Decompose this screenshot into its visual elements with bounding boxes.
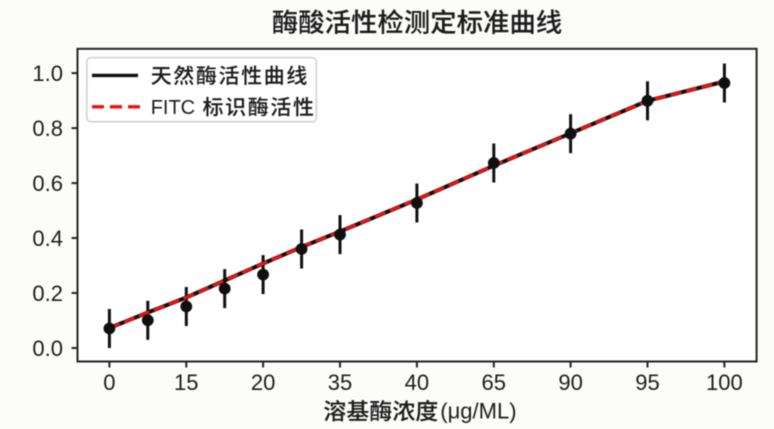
svg-text:0.8: 0.8 (32, 116, 63, 141)
svg-text:0.4: 0.4 (32, 226, 63, 251)
svg-text:20: 20 (251, 370, 275, 395)
svg-text:0.0: 0.0 (32, 336, 63, 361)
svg-text:100: 100 (706, 370, 743, 395)
svg-text:0: 0 (103, 370, 115, 395)
svg-text:0.2: 0.2 (32, 281, 63, 306)
svg-text:40: 40 (405, 370, 429, 395)
svg-text:(μg/ML): (μg/ML) (440, 399, 516, 424)
svg-text:FITC: FITC (151, 97, 195, 119)
svg-text:90: 90 (558, 370, 582, 395)
svg-text:0.6: 0.6 (32, 171, 63, 196)
svg-text:15: 15 (174, 370, 198, 395)
svg-text:1.0: 1.0 (32, 61, 63, 86)
svg-text:95: 95 (635, 370, 659, 395)
svg-text:35: 35 (328, 370, 352, 395)
svg-text:65: 65 (482, 370, 506, 395)
